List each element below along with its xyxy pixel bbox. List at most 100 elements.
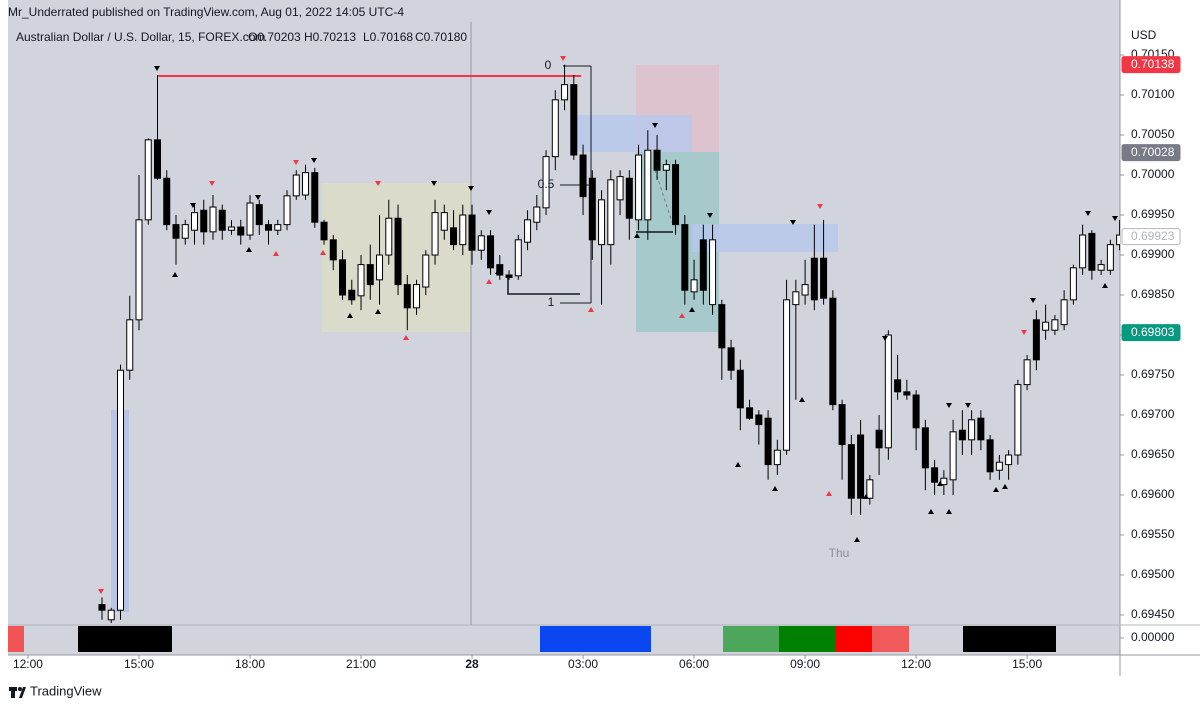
candle-body [283, 195, 291, 226]
candle-body [468, 214, 476, 251]
candle-body [977, 417, 985, 441]
published-line: Mr_Underrated published on TradingView.c… [8, 5, 404, 19]
candle-body [394, 217, 402, 286]
candle-body [191, 212, 199, 231]
candle-body [995, 461, 1003, 471]
footer-brand: TradingView [30, 683, 102, 698]
candle-body [422, 254, 430, 288]
candle-body [1051, 319, 1059, 331]
marker-up [854, 537, 860, 542]
bottom-pane-blocks [8, 626, 1056, 652]
candle-body [181, 224, 189, 239]
marker-down [293, 160, 299, 165]
marker-down [965, 403, 971, 408]
marker-up [1102, 283, 1108, 288]
symbol: Australian Dollar / U.S. Dollar, 15, FOR… [16, 30, 265, 44]
x-tick-label: 12:00 [901, 657, 931, 671]
marker-up [172, 272, 178, 277]
marker-down [817, 204, 823, 209]
candle-body [107, 609, 115, 621]
candle-body [588, 177, 596, 241]
candle-body [718, 304, 726, 349]
marker-up [486, 279, 492, 284]
marker-down [311, 158, 317, 163]
marker-down [431, 181, 437, 186]
candle-body [625, 177, 633, 219]
markers [98, 56, 1118, 594]
x-tick-label: 15:00 [1012, 657, 1042, 671]
marker-down [209, 181, 215, 186]
candle-body [357, 264, 365, 297]
marker-down [375, 181, 381, 186]
candle-body [968, 419, 976, 441]
candle-body [1069, 267, 1077, 301]
candle-body [339, 259, 347, 296]
logo-part [11, 687, 15, 698]
block [78, 626, 172, 652]
block [8, 626, 24, 652]
y-tick-label: 0.70100 [1131, 87, 1175, 101]
marker-up [403, 335, 409, 340]
x-tick-label: 03:00 [568, 657, 598, 671]
candle-body [265, 224, 273, 231]
fib-label: 0 [545, 58, 552, 72]
candle-body [884, 334, 892, 449]
candle-body [292, 174, 300, 197]
x-tick-label: 15:00 [124, 657, 154, 671]
marker-down [468, 186, 474, 191]
candle-body [894, 379, 902, 393]
candle-body [126, 319, 134, 371]
candle-body [450, 227, 458, 246]
candle-body [727, 347, 735, 371]
x-tick-label: 18:00 [235, 657, 265, 671]
marker-up [634, 233, 640, 238]
axes: 0.69450 0.69500 0.69550 0.69600 0.69650 0.697… [13, 47, 1181, 671]
candle-body [755, 414, 763, 426]
block [779, 626, 835, 652]
marker-up [495, 269, 501, 274]
candle-body [690, 279, 698, 293]
marker-up [1002, 484, 1008, 489]
marker-up [863, 494, 869, 499]
zone [692, 224, 838, 252]
day-label: Thu [829, 546, 850, 560]
candle-body [413, 284, 421, 309]
marker-up [993, 487, 999, 492]
price-badge-label: 0.70138 [1131, 57, 1175, 71]
marker-down [790, 220, 796, 225]
candle-body [1042, 321, 1050, 331]
candle-body [172, 224, 180, 239]
marker-up [799, 397, 805, 402]
candle-body [237, 226, 245, 236]
candle-body [440, 212, 448, 231]
candle-body [311, 172, 319, 223]
block [540, 626, 651, 652]
candle-body [1106, 244, 1114, 271]
candle-body [524, 219, 532, 243]
candle-body [1060, 299, 1068, 326]
candle-body [838, 404, 846, 446]
candle-body [931, 467, 939, 483]
price-badge-label: 0.69923 [1131, 229, 1175, 243]
candle-body [1023, 359, 1031, 386]
marker-up [928, 509, 934, 514]
candle-body [607, 179, 615, 246]
candle-body [348, 289, 356, 301]
y-tick-label: 0.69600 [1131, 487, 1175, 501]
y-tick-label: 0.69750 [1131, 367, 1175, 381]
candle-body [773, 449, 781, 466]
candle-body [653, 149, 661, 171]
drawings [111, 22, 838, 625]
marker-down [652, 123, 658, 128]
price-badge [1121, 324, 1181, 342]
candle-body [431, 212, 439, 256]
candle-body [709, 239, 717, 306]
candle-body [1088, 232, 1096, 271]
block [872, 626, 909, 652]
price-badge [1121, 56, 1181, 74]
candle-body [1014, 384, 1022, 456]
candle-body [635, 154, 643, 221]
marker-down [1112, 216, 1118, 221]
candle-body [487, 235, 495, 269]
